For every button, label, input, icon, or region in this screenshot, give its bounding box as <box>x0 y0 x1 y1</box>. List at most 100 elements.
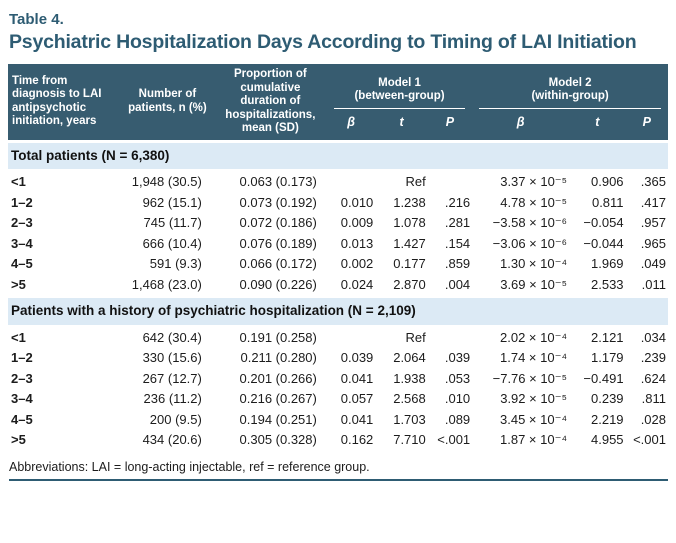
model1-t-value: 0.177 <box>393 256 426 271</box>
model2-p-value: <.001 <box>633 432 666 447</box>
model2-title: Model 2 <box>548 76 592 89</box>
row-label: <1 <box>11 174 26 189</box>
model2-beta-value: 3.45 × 10⁻⁴ <box>500 411 568 427</box>
model1-p-value: .053 <box>444 370 471 386</box>
table-row: >5 434 (20.6) 0.305 (0.328) 0.162 7.710 <.001… <box>8 430 668 451</box>
model2-t-value: −0.054 <box>583 215 624 230</box>
model2-p-value: .417 <box>640 194 666 210</box>
model1-beta-header: β <box>326 108 376 142</box>
table-row: <1 642 (30.4) 0.191 (0.258) Ref 2.02 × 10⁻⁴ 2… <box>8 326 668 348</box>
model1-p-value <box>428 171 472 193</box>
column-group-model1: Model 1 (between-group) <box>326 64 473 109</box>
model1-t-value: 1.238 <box>393 194 426 210</box>
model1-t-value: 1.703 <box>393 411 426 427</box>
model2-t-value: 0.239 <box>591 391 624 406</box>
model1-subtitle: (between-group) <box>354 90 445 102</box>
proportion-mean-sd-value: 0.305 (0.328) <box>239 432 317 447</box>
row-label: 3–4 <box>11 235 33 251</box>
row-label: 2–3 <box>11 370 33 386</box>
proportion-mean-sd-value: 0.191 (0.258) <box>239 329 317 345</box>
model2-beta-value: 3.69 × 10⁻⁵ <box>500 276 568 292</box>
table-number-label: Table 4. <box>9 11 64 28</box>
header-row-stats: β t P β t P <box>8 108 668 142</box>
model1-p-value: .216 <box>444 194 471 210</box>
model2-beta-value: 1.30 × 10⁻⁴ <box>500 256 568 271</box>
row-label: 4–5 <box>11 411 33 427</box>
model1-t-value: 1.078 <box>393 215 426 230</box>
model2-p-value: .957 <box>640 215 666 230</box>
section-header-row: Total patients (N = 6,380) <box>8 139 668 172</box>
model1-beta-value: 0.057 <box>340 391 374 406</box>
page: Table 4. Psychiatric Hospitalization Day… <box>8 11 668 481</box>
model1-beta-value: 0.039 <box>340 350 374 365</box>
model1-title: Model 1 <box>378 76 421 89</box>
model1-p-value: <.001 <box>437 432 471 447</box>
row-label: 1–2 <box>11 194 33 210</box>
table-row: 1–2 330 (15.6) 0.211 (0.280) 0.039 2.064 .039… <box>8 348 668 369</box>
row-label: 4–5 <box>11 256 33 271</box>
model1-beta-value: 0.162 <box>340 432 374 447</box>
table-row: <1 1,948 (30.5) 0.063 (0.173) Ref 3.37 × 10⁻… <box>8 171 668 193</box>
model2-p-value: .365 <box>640 174 666 189</box>
n-percent-value: 1,468 (23.0) <box>131 276 202 292</box>
model2-beta-value: 3.37 × 10⁻⁵ <box>500 174 568 189</box>
model2-t-value: 0.811 <box>591 194 624 210</box>
n-percent-value: 236 (11.2) <box>143 391 202 406</box>
model2-p-value: .624 <box>640 370 666 386</box>
model1-beta-value: 0.041 <box>340 411 374 427</box>
n-percent-value: 267 (12.7) <box>142 370 202 386</box>
proportion-mean-sd-value: 0.076 (0.189) <box>239 235 317 251</box>
model2-beta-value: 1.74 × 10⁻⁴ <box>500 350 568 365</box>
model1-p-value: .010 <box>444 391 471 406</box>
abbreviations-note: Abbreviations: LAI = long-acting injecta… <box>9 459 370 474</box>
model2-beta-value: −7.76 × 10⁻⁵ <box>492 370 568 386</box>
results-table: Time from diagnosis to LAI antipsychotic… <box>8 64 668 451</box>
n-percent-value: 666 (10.4) <box>142 235 202 251</box>
n-percent-value: 745 (11.7) <box>143 215 202 230</box>
model2-beta-value: 2.02 × 10⁻⁴ <box>500 329 568 345</box>
model2-beta-value: 3.92 × 10⁻⁵ <box>500 391 568 406</box>
model1-t-value: 2.870 <box>393 276 426 292</box>
model2-t-value: 1.179 <box>591 350 624 365</box>
table-body: Total patients (N = 6,380) <1 1,948 (30.5)… <box>8 139 668 451</box>
column-header-number-of-patients: Number of patients, n (%) <box>121 64 214 142</box>
proportion-mean-sd-value: 0.063 (0.173) <box>239 174 317 189</box>
model2-t-value: 0.906 <box>591 174 624 189</box>
section-header: Total patients (N = 6,380) <box>8 139 668 172</box>
model2-p-value: .011 <box>641 276 666 292</box>
column-header-time-from-diagnosis: Time from diagnosis to LAI antipsychotic… <box>8 64 122 142</box>
model1-p-value <box>428 326 472 348</box>
table-row: 4–5 591 (9.3) 0.066 (0.172) 0.002 0.177 .859 1… <box>8 254 668 275</box>
model2-beta-header: β <box>472 108 570 142</box>
table-row: 2–3 267 (12.7) 0.201 (0.266) 0.041 1.938 .053… <box>8 369 668 390</box>
model1-t-value: Ref <box>405 174 426 189</box>
model1-p-value: .281 <box>444 215 471 230</box>
table-row: 3–4 236 (11.2) 0.216 (0.267) 0.057 2.568 .010… <box>8 389 668 410</box>
n-percent-value: 642 (30.4) <box>142 329 202 345</box>
n-percent-value: 434 (20.6) <box>142 432 202 447</box>
proportion-mean-sd-value: 0.194 (0.251) <box>239 411 317 427</box>
model1-p-header: P <box>427 108 473 142</box>
proportion-mean-sd-value: 0.066 (0.172) <box>239 256 317 271</box>
table-row: 2–3 745 (11.7) 0.072 (0.186) 0.009 1.078 .281… <box>8 213 668 234</box>
model2-t-value: 2.219 <box>591 411 624 427</box>
row-label: >5 <box>11 276 26 292</box>
n-percent-value: 1,948 (30.5) <box>131 174 202 189</box>
model2-beta-value: −3.06 × 10⁻⁶ <box>492 235 568 251</box>
model1-t-value: 2.568 <box>393 391 426 406</box>
model2-beta-value: 4.78 × 10⁻⁵ <box>500 194 568 210</box>
model2-p-value: .034 <box>640 329 666 345</box>
section-header-row: Patients with a history of psychiatric h… <box>8 295 668 328</box>
model1-beta-value: 0.002 <box>340 256 374 271</box>
table-row: 3–4 666 (10.4) 0.076 (0.189) 0.013 1.427 .154… <box>8 234 668 255</box>
model2-t-value: −0.044 <box>583 235 624 251</box>
row-label: 3–4 <box>11 391 33 406</box>
model2-subtitle: (within-group) <box>531 90 609 102</box>
row-label: 1–2 <box>11 350 33 365</box>
model2-p-value: .239 <box>640 350 666 365</box>
model2-p-value: .028 <box>640 411 666 427</box>
model2-beta-value: −3.58 × 10⁻⁶ <box>492 215 568 230</box>
proportion-mean-sd-value: 0.072 (0.186) <box>239 215 317 230</box>
n-percent-value: 330 (15.6) <box>142 350 202 365</box>
model1-p-value: .859 <box>444 256 471 271</box>
